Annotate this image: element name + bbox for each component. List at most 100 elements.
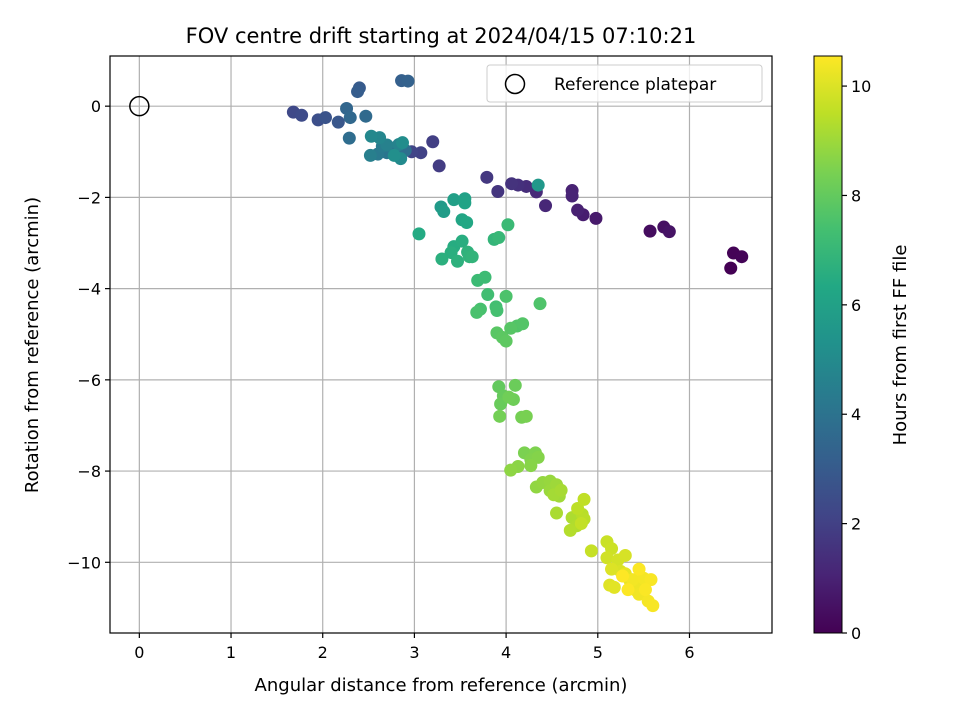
colorbar-tick-label: 4 <box>851 405 861 424</box>
legend-label: Reference platepar <box>554 75 716 95</box>
data-point <box>600 551 614 565</box>
data-point <box>646 599 660 613</box>
data-point <box>605 562 619 576</box>
colorbar-tick-label: 10 <box>851 77 871 96</box>
data-point <box>437 205 451 219</box>
data-point <box>533 297 547 311</box>
x-tick-label: 4 <box>501 643 511 662</box>
y-axis-label: Rotation from reference (arcmin) <box>22 197 43 493</box>
data-point <box>478 270 492 284</box>
colorbar-tick-label: 6 <box>851 296 861 315</box>
chart-title: FOV centre drift starting at 2024/04/15 … <box>186 24 697 48</box>
reference-point-marker <box>129 95 150 117</box>
y-tick-label: −2 <box>77 188 101 207</box>
data-point <box>531 178 545 192</box>
data-point <box>295 108 309 122</box>
data-point <box>343 111 357 125</box>
data-point <box>387 148 401 162</box>
x-axis-ticks: 0 1 2 3 4 5 6 <box>134 633 695 662</box>
data-point <box>458 196 472 210</box>
colorbar-label: Hours from first FF file <box>890 245 911 446</box>
data-point <box>342 131 356 145</box>
data-point <box>351 85 365 99</box>
data-point <box>318 111 332 125</box>
data-point <box>516 317 530 331</box>
data-point <box>662 225 676 239</box>
data-point <box>632 562 646 576</box>
data-point <box>504 321 518 335</box>
y-tick-label: −4 <box>77 280 101 299</box>
data-point <box>395 136 409 150</box>
data-point <box>499 289 513 303</box>
data-point <box>401 74 415 88</box>
data-point <box>504 463 518 477</box>
x-tick-label: 3 <box>409 643 419 662</box>
data-point <box>550 506 564 520</box>
data-point <box>493 409 507 423</box>
y-tick-label: −8 <box>77 462 101 481</box>
data-points <box>129 74 749 613</box>
data-point <box>480 170 494 184</box>
data-point <box>460 215 474 229</box>
data-point <box>539 199 553 213</box>
data-point <box>519 409 533 423</box>
x-tick-label: 0 <box>134 643 144 662</box>
data-point <box>626 573 640 587</box>
data-point <box>565 189 579 203</box>
legend-marker-icon <box>504 73 526 95</box>
data-point <box>571 501 585 515</box>
colorbar-tick-label: 8 <box>851 186 861 205</box>
data-point <box>465 250 479 264</box>
y-tick-label: 0 <box>91 97 101 116</box>
grid-lines <box>110 56 772 633</box>
data-point <box>618 548 632 562</box>
data-point <box>577 492 591 506</box>
data-point <box>470 305 484 319</box>
data-point <box>571 203 585 217</box>
y-tick-label: −6 <box>77 371 101 390</box>
data-point <box>447 193 461 207</box>
data-point <box>499 334 513 348</box>
legend: Reference platepar <box>486 64 763 103</box>
data-point <box>481 288 495 302</box>
data-point <box>724 261 738 275</box>
data-point <box>492 231 506 245</box>
data-point <box>491 184 505 198</box>
data-point <box>412 227 426 241</box>
x-tick-label: 5 <box>593 643 603 662</box>
data-point <box>584 544 598 558</box>
data-point <box>643 224 657 238</box>
data-point <box>508 378 522 392</box>
data-point <box>359 109 373 123</box>
colorbar-tick-label: 2 <box>851 515 861 534</box>
data-point <box>426 135 440 149</box>
x-tick-label: 1 <box>226 643 236 662</box>
data-point <box>735 250 749 264</box>
data-point <box>574 517 588 531</box>
data-point <box>505 177 519 191</box>
data-point <box>607 580 621 594</box>
colorbar-tick-label: 0 <box>851 624 861 643</box>
data-point <box>490 304 504 318</box>
data-point <box>616 569 630 583</box>
x-axis-label: Angular distance from reference (arcmin) <box>255 675 628 696</box>
plot-frame <box>109 55 773 634</box>
data-point <box>501 218 515 232</box>
data-point <box>432 159 446 173</box>
data-point <box>331 115 345 129</box>
data-point <box>363 148 377 162</box>
data-point <box>502 390 516 404</box>
data-point <box>455 234 469 248</box>
y-axis-ticks: 0 −2 −4 −6 −8 −10 <box>67 97 110 572</box>
data-point <box>563 523 577 537</box>
colorbar-ticks: 0 2 4 6 8 10 <box>842 77 871 643</box>
data-point <box>364 129 378 143</box>
data-point <box>451 254 465 268</box>
x-tick-label: 2 <box>318 643 328 662</box>
data-point <box>524 459 538 473</box>
data-point <box>435 252 449 266</box>
data-point <box>621 583 635 597</box>
data-point <box>644 573 658 587</box>
data-point <box>554 483 568 497</box>
